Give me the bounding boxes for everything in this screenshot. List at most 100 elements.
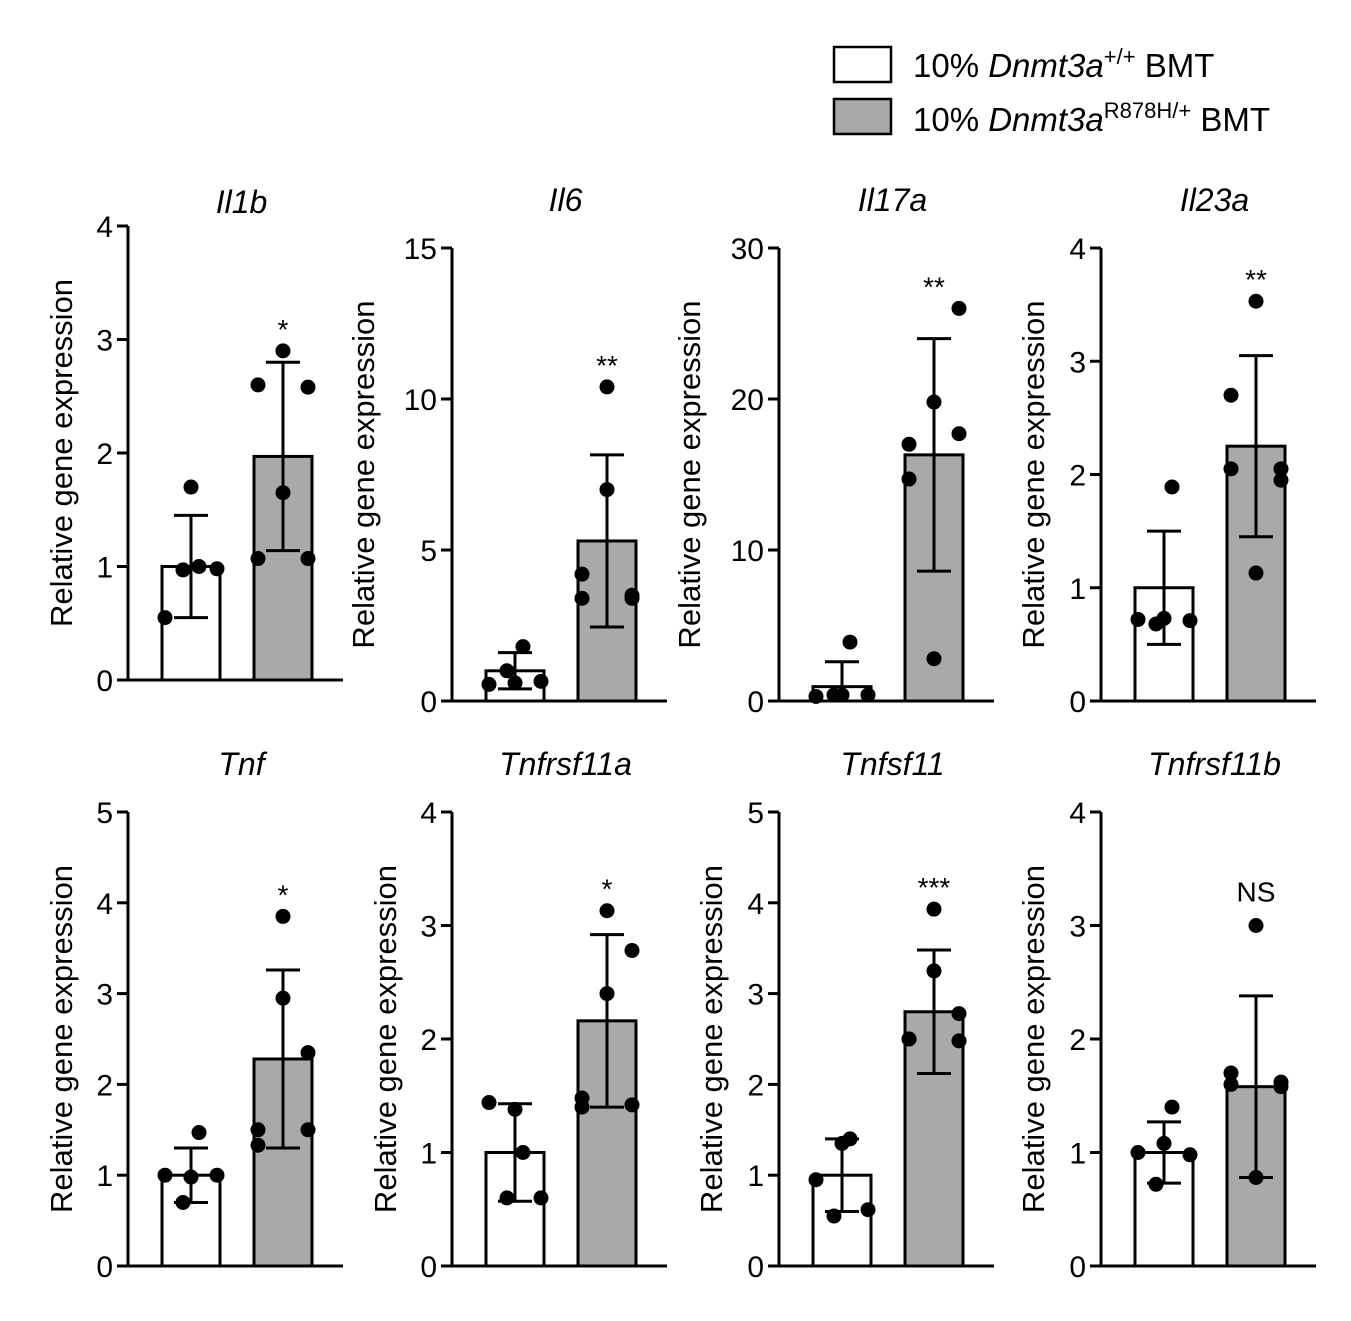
y-tick-label: 1: [420, 1138, 437, 1171]
y-tick-label: 4: [1069, 797, 1086, 830]
data-point: [515, 639, 531, 655]
y-tick-label: 0: [747, 686, 764, 719]
panel-tnfsf11: Tnfsf11 Relative gene expression 0 1 2 3 4 5 ***: [694, 746, 994, 1284]
data-point: [926, 651, 942, 667]
legend: 10% Dnmt3a+/+ BMT 10% Dnmt3aR878H/+ BMT: [832, 44, 1270, 138]
data-point: [157, 610, 173, 626]
y-tick-label: 4: [96, 211, 113, 244]
y-axis-label: Relative gene expression: [672, 300, 707, 648]
data-point: [209, 561, 225, 577]
y-tick-label: 0: [96, 1251, 113, 1284]
y-axis-label: Relative gene expression: [368, 865, 403, 1213]
y-tick-label: 2: [96, 1069, 113, 1102]
significance-marker: NS: [1237, 877, 1276, 908]
data-point: [183, 1169, 199, 1185]
data-point: [901, 1031, 917, 1047]
data-point: [951, 1006, 967, 1022]
data-point: [1273, 461, 1289, 477]
data-point: [175, 562, 191, 578]
significance-marker: ***: [918, 872, 951, 903]
data-point: [574, 566, 590, 582]
data-point: [901, 471, 917, 487]
data-point: [209, 1167, 225, 1183]
data-point: [175, 1194, 191, 1210]
y-tick-label: 10: [404, 384, 437, 417]
data-point: [1148, 1176, 1164, 1192]
y-tick-label: 4: [747, 888, 764, 921]
data-point: [499, 1190, 515, 1206]
panel-title: Il23a: [1180, 182, 1249, 218]
y-tick-label: 2: [1069, 460, 1086, 493]
data-point: [250, 377, 266, 393]
panel-il1b: Il1b Relative gene expression 0 1 2 3 4 *: [44, 184, 343, 698]
data-point: [300, 551, 316, 567]
data-point: [1130, 1145, 1146, 1160]
y-tick-label: 2: [96, 438, 113, 471]
data-point: [860, 687, 876, 703]
data-point: [1223, 1076, 1239, 1092]
data-point: [834, 1135, 850, 1151]
data-point: [574, 590, 590, 606]
y-tick-label: 2: [420, 1024, 437, 1057]
y-tick-label: 0: [1069, 1251, 1086, 1284]
data-point: [951, 300, 967, 316]
y-tick-label: 1: [1069, 573, 1086, 606]
data-point: [481, 1095, 497, 1111]
data-point: [1182, 613, 1198, 629]
legend-swatch-wildtype: [832, 45, 893, 84]
data-point: [926, 901, 942, 917]
data-point: [860, 1202, 876, 1218]
panel-tnfrsf11a: Tnfrsf11a Relative gene expression 0 1 2 3 4 *: [368, 746, 667, 1284]
data-point: [1156, 1135, 1172, 1151]
data-point: [250, 1137, 266, 1153]
significance-marker: *: [278, 314, 289, 345]
data-point: [926, 394, 942, 410]
data-point: [574, 1090, 590, 1106]
data-point: [599, 903, 615, 919]
y-tick-label: 0: [747, 1251, 764, 1284]
significance-marker: **: [923, 271, 945, 302]
panel-title: Il1b: [216, 184, 268, 220]
data-point: [191, 1125, 207, 1141]
data-point: [275, 908, 291, 924]
y-tick-label: 5: [96, 797, 113, 830]
panel-il6: Il6 Relative gene expression 0 5 10 15 **: [346, 182, 667, 719]
data-point: [533, 1190, 549, 1206]
panel-tnfrsf11b: Tnfrsf11b Relative gene expression 0 1 2 3 4 NS: [1016, 746, 1316, 1284]
data-point: [842, 634, 858, 650]
data-point: [507, 675, 523, 691]
y-tick-label: 3: [747, 979, 764, 1012]
data-point: [599, 482, 615, 498]
y-tick-label: 3: [1069, 911, 1086, 944]
y-tick-label: 4: [96, 888, 113, 921]
data-point: [275, 485, 291, 501]
panel-title: Il6: [549, 182, 583, 218]
panel-il23a: Il23a Relative gene expression 0 1 2 3 4 **: [1016, 182, 1316, 719]
y-tick-label: 2: [1069, 1024, 1086, 1057]
y-tick-label: 1: [96, 552, 113, 585]
data-point: [951, 1033, 967, 1049]
y-tick-label: 1: [747, 1160, 764, 1193]
data-point: [300, 1045, 316, 1061]
data-point: [533, 673, 549, 689]
data-point: [300, 1122, 316, 1138]
data-point: [1130, 611, 1146, 627]
data-point: [1223, 1065, 1239, 1081]
data-point: [1223, 461, 1239, 477]
y-tick-label: 1: [96, 1160, 113, 1193]
data-point: [300, 379, 316, 395]
data-point: [499, 663, 515, 679]
significance-marker: *: [602, 874, 613, 905]
panels: Il1b Relative gene expression 0 1 2 3 4 * Il6 Rel…: [44, 182, 1316, 1284]
y-tick-label: 5: [420, 535, 437, 568]
significance-marker: *: [278, 879, 289, 910]
data-point: [1182, 1147, 1198, 1163]
data-point: [250, 551, 266, 567]
panel-title: Tnf: [218, 746, 267, 782]
data-point: [1156, 610, 1172, 626]
data-point: [1223, 387, 1239, 403]
data-point: [1273, 1079, 1289, 1095]
data-point: [1248, 293, 1264, 309]
